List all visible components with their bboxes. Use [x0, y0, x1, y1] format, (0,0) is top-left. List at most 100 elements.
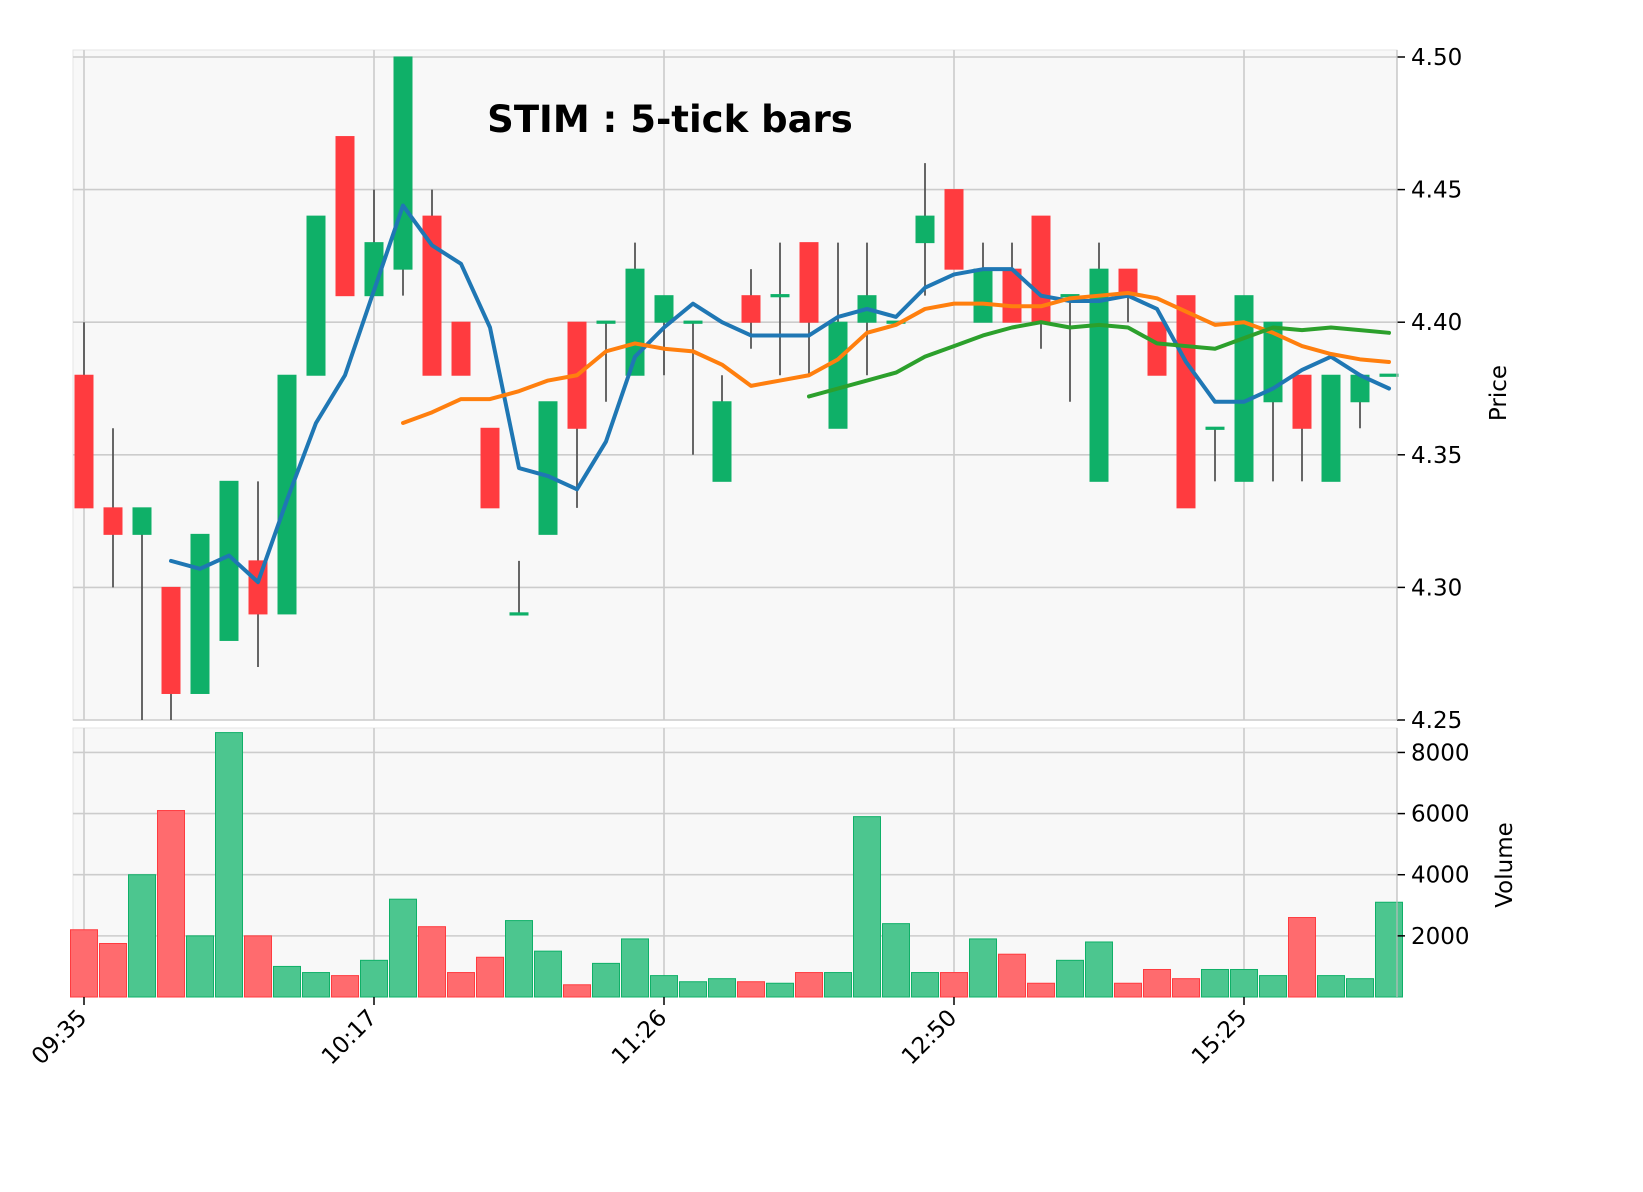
price-tick-label: 4.50 — [1411, 45, 1462, 71]
volume-bar — [1288, 917, 1316, 998]
candle — [451, 321, 471, 376]
candle — [306, 215, 326, 376]
candle — [1379, 373, 1399, 377]
candle-body-up — [915, 215, 935, 244]
candle-body-up — [1263, 321, 1283, 403]
candle — [422, 189, 442, 376]
moving-average-lines — [169, 203, 1391, 585]
price-tick-label: 4.45 — [1411, 178, 1462, 204]
volume-bar — [737, 981, 765, 998]
candle-body-down — [161, 586, 181, 694]
volume-bar — [1375, 901, 1403, 998]
candle-body-up — [654, 295, 674, 323]
candle — [915, 163, 935, 296]
volume-bar — [1143, 968, 1171, 998]
candle — [625, 242, 645, 376]
volume-tick-label: 2000 — [1411, 924, 1470, 950]
candle-body-up — [1379, 373, 1399, 377]
volume-bar — [244, 935, 272, 998]
volume-bar — [99, 943, 127, 998]
volume-bar — [128, 874, 156, 998]
candle — [393, 56, 413, 296]
time-tick-label: 09:35 — [27, 1005, 92, 1070]
candle — [1292, 374, 1312, 482]
volume-bar — [563, 984, 591, 998]
time-tick-label: 12:50 — [897, 1005, 962, 1070]
candle-body-down — [741, 295, 761, 323]
candle-body-up — [1205, 426, 1225, 430]
volume-bar — [1201, 968, 1229, 998]
candle — [1205, 426, 1225, 482]
candle — [770, 242, 790, 376]
volume-bar — [592, 962, 620, 998]
price-tick-label: 4.30 — [1411, 575, 1462, 601]
candle — [1234, 295, 1254, 482]
volume-bar — [157, 810, 185, 998]
time-tick-label: 11:26 — [607, 1005, 672, 1070]
candle — [161, 586, 181, 720]
volume-panel-background — [72, 727, 1398, 998]
candle-body-down — [1292, 374, 1312, 429]
candle — [1176, 295, 1196, 509]
price-panel-background — [72, 49, 1398, 721]
volume-bar — [1230, 968, 1258, 998]
volume-bar — [969, 938, 997, 998]
volume-bar — [418, 926, 446, 998]
volume-bar — [1027, 982, 1055, 998]
candle-body-up — [596, 320, 616, 324]
candle-body-down — [74, 374, 94, 509]
volume-axis-title: Volume — [1492, 822, 1518, 908]
candle-body-down — [1147, 321, 1167, 376]
candle-body-up — [306, 215, 326, 376]
candle — [1147, 321, 1167, 376]
moving-average-line-ma-mid — [401, 291, 1391, 425]
candle — [538, 401, 558, 535]
volume-bar — [302, 972, 330, 998]
candle-body-down — [1176, 295, 1196, 509]
candle-body-up — [712, 401, 732, 482]
candle-body-up — [393, 56, 413, 270]
volume-bar — [998, 953, 1026, 998]
volume-bar — [650, 975, 678, 998]
candle — [712, 375, 732, 482]
candle-body-down — [335, 136, 355, 297]
candle-body-down — [480, 427, 500, 509]
price-tick-label: 4.40 — [1411, 310, 1462, 336]
volume-bar — [911, 972, 939, 998]
volume-bar — [882, 923, 910, 998]
candle-body-up — [1234, 295, 1254, 482]
volume-tick-label: 4000 — [1411, 863, 1470, 889]
moving-average-line-ma-fast — [169, 203, 1391, 585]
candle — [190, 533, 210, 694]
candle-body-down — [944, 189, 964, 270]
volume-bar — [389, 898, 417, 998]
volume-bar — [1346, 978, 1374, 998]
volume-bar — [186, 935, 214, 998]
volume-bar — [1317, 975, 1345, 998]
volume-bar — [534, 950, 562, 998]
chart-title: STIM : 5-tick bars — [487, 98, 853, 141]
candle-body-up — [625, 268, 645, 376]
candle — [335, 136, 355, 297]
price-tick-label: 4.35 — [1411, 443, 1462, 469]
candles — [74, 56, 1399, 720]
volume-bar — [708, 978, 736, 998]
volume-tick-label: 8000 — [1411, 740, 1470, 766]
candle-body-down — [103, 507, 123, 535]
candle — [1350, 374, 1370, 429]
volume-bar — [766, 982, 794, 998]
volume-bar — [795, 972, 823, 998]
volume-bar — [940, 972, 968, 998]
price-axis-title: Price — [1486, 365, 1512, 421]
candle-body-up — [509, 612, 529, 616]
volume-bar — [824, 972, 852, 998]
volume-bar — [1172, 978, 1200, 998]
candle-body-up — [538, 401, 558, 535]
volume-bar — [1056, 959, 1084, 998]
volume-bar — [1259, 975, 1287, 998]
candle — [654, 295, 674, 376]
candle-body-up — [1089, 268, 1109, 482]
volume-bar — [505, 920, 533, 998]
volume-bar — [360, 959, 388, 998]
volume-bar — [70, 929, 98, 998]
